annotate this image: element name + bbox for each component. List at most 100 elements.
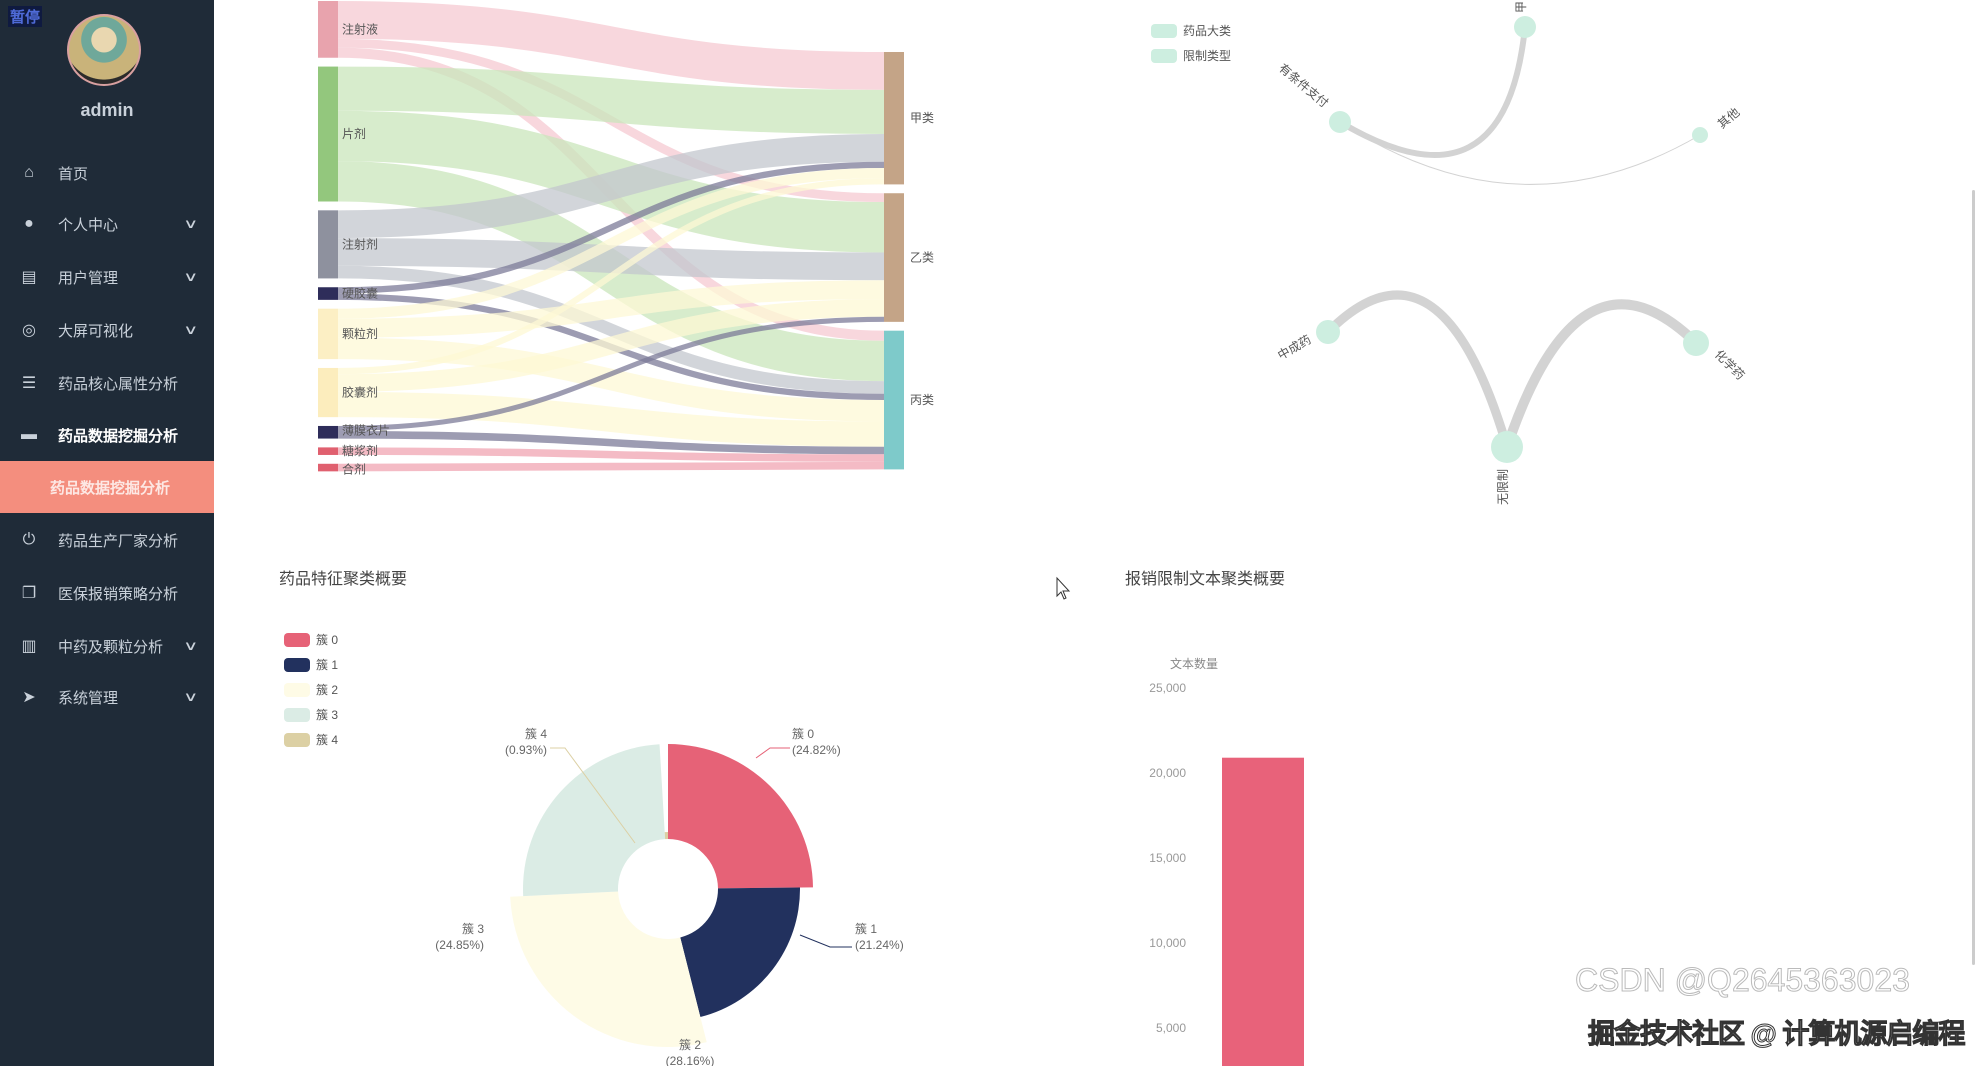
graph-node xyxy=(1316,320,1340,344)
pie-slice xyxy=(664,832,668,840)
sankey-link xyxy=(337,337,885,422)
chevron-down-icon[interactable]: ∨ xyxy=(183,216,199,231)
pie-label-line xyxy=(799,934,852,948)
sankey-link xyxy=(337,178,885,375)
graph-edge xyxy=(1339,121,1701,185)
chevron-down-icon[interactable]: ∨ xyxy=(183,689,199,704)
sankey-link xyxy=(337,133,885,239)
graph-node-label: 无限制 xyxy=(1496,469,1510,505)
sankey-node xyxy=(318,66,338,202)
sidebar-item-label: 药品数据挖掘分析 xyxy=(50,479,171,497)
sankey-node-label: 注射液 xyxy=(342,21,378,36)
sankey-node-label: 硬胶囊 xyxy=(342,286,378,301)
sidebar-item[interactable]: ⏻ 药品生产厂家分析 xyxy=(0,515,214,565)
user-name: admin xyxy=(80,100,134,120)
pie-label: 簇 1 xyxy=(855,921,877,936)
legend-item[interactable]: 限制类型 xyxy=(1151,47,1231,64)
sidebar: 暂停 admin ⌂ 首页 ● 个人中心 ∨ ▤ 用户管理 ∨ ◎ 大屏可视化 ∨ ☰ 药品核心属性分析… xyxy=(0,0,214,1066)
sankey-node xyxy=(318,425,338,439)
legend-item[interactable]: 簇 1 xyxy=(284,656,338,673)
y-tick-label: 10,000 xyxy=(1149,936,1186,950)
legend-item[interactable]: 药品大类 xyxy=(1151,22,1231,39)
graph-edge xyxy=(1324,290,1512,449)
sidebar-item[interactable]: ◎ 大屏可视化 ∨ xyxy=(0,305,214,355)
sidebar-item[interactable]: ▤ 用户管理 ∨ xyxy=(0,252,214,302)
sankey-node-label: 薄膜衣片 xyxy=(342,422,390,437)
sidebar-item[interactable]: ▥ 中药及颗粒分析 ∨ xyxy=(0,621,214,671)
sidebar-item[interactable]: ➤ 系统管理 ∨ xyxy=(0,672,214,722)
sankey-node-label: 胶囊剂 xyxy=(342,385,378,400)
pie-slice xyxy=(680,887,801,1017)
legend-label: 簇 0 xyxy=(316,633,339,647)
pie-label-line xyxy=(550,747,636,844)
sidebar-item[interactable]: ❐ 医保报销策略分析 xyxy=(0,568,214,618)
legend-item[interactable]: 簇 2 xyxy=(284,681,338,698)
sankey-node xyxy=(318,367,338,418)
legend-swatch xyxy=(284,632,310,647)
sidebar-item-label: 用户管理 xyxy=(58,269,119,287)
sidebar-item[interactable]: ● 个人中心 ∨ xyxy=(0,199,214,249)
legend-item[interactable]: 簇 3 xyxy=(284,706,338,723)
pie-label: 簇 3 xyxy=(462,921,484,936)
bar-chart: 文本数量 25,000 20,000 15,000 10,000 5,000 xyxy=(1149,656,1304,1066)
legend-item[interactable]: 簇 0 xyxy=(284,631,338,648)
avatar[interactable] xyxy=(67,14,141,86)
legend-label: 簇 4 xyxy=(316,733,339,747)
sankey-link xyxy=(337,1,885,90)
y-axis-name: 文本数量 xyxy=(1170,656,1218,671)
sankey-node-label: 合剂 xyxy=(342,462,366,477)
sidebar-item[interactable]: ⌂ 首页 xyxy=(0,148,214,198)
sankey-node xyxy=(318,1,338,58)
sankey-node-label: 片剂 xyxy=(342,126,366,141)
scrollbar[interactable] xyxy=(1972,190,1975,965)
bar xyxy=(1222,757,1304,1066)
legend-swatch xyxy=(284,707,310,722)
monitor-icon: ◎ xyxy=(22,322,36,339)
graph-node-label: 中成药 xyxy=(1275,332,1314,363)
graph-edge xyxy=(1502,299,1700,449)
sankey-node xyxy=(318,287,338,300)
graph-node xyxy=(1491,431,1523,463)
sankey-node xyxy=(884,52,904,185)
pie-label-percent: (21.24%) xyxy=(855,938,904,952)
pie-label-percent: (0.93%) xyxy=(505,743,547,757)
pie-label-line xyxy=(755,747,790,759)
y-tick-label: 25,000 xyxy=(1149,681,1186,695)
clipboard-icon: ▤ xyxy=(21,269,37,286)
legend-swatch xyxy=(1151,48,1177,63)
watermark-back: CSDN @Q2645363023 xyxy=(1575,962,1911,999)
sankey-node xyxy=(318,463,338,472)
graph-node xyxy=(1514,16,1536,38)
legend-item[interactable]: 簇 4 xyxy=(284,731,338,748)
graph-edge xyxy=(1338,26,1528,158)
sidebar-item[interactable]: 药品数据挖掘分析 xyxy=(0,461,214,513)
pie-label-percent: (28.16%) xyxy=(666,1054,715,1066)
sidebar-item-label: 中药及颗粒分析 xyxy=(58,638,164,656)
sankey-link xyxy=(337,431,885,455)
watermark: 掘金技术社区 @ 计算机源启编程 xyxy=(1587,1019,1965,1050)
chart-icon: ▥ xyxy=(21,638,37,655)
briefcase-icon: ▬ xyxy=(21,426,37,443)
graph-node-label: 其他 xyxy=(1715,105,1742,131)
sidebar-item-label: 药品核心属性分析 xyxy=(58,375,179,393)
sankey-node-label: 注射剂 xyxy=(342,236,378,251)
sankey-link xyxy=(337,66,885,134)
pie-label-percent: (24.82%) xyxy=(792,743,841,757)
sankey-link xyxy=(337,265,885,394)
sidebar-item[interactable]: ☰ 药品核心属性分析 xyxy=(0,358,214,408)
chevron-down-icon[interactable]: ∨ xyxy=(183,322,199,337)
sidebar-item[interactable]: ▬ 药品数据挖掘分析 xyxy=(0,410,214,460)
y-tick-label: 5,000 xyxy=(1156,1021,1186,1035)
sidebar-item-label: 医保报销策略分析 xyxy=(58,585,179,603)
graph-node-label: 甲 xyxy=(1514,1,1528,13)
chevron-down-icon[interactable]: ∨ xyxy=(183,638,199,653)
chevron-down-icon[interactable]: ∨ xyxy=(183,269,199,284)
user-icon: ● xyxy=(24,215,34,232)
pie-label: 簇 4 xyxy=(525,726,547,741)
bar-chart-title: 报销限制文本聚类概要 xyxy=(1125,571,1286,588)
graph-node xyxy=(1683,330,1709,356)
graph-node-label: 化学药 xyxy=(1712,347,1748,383)
sidebar-item-label: 药品数据挖掘分析 xyxy=(58,427,179,445)
y-tick-label: 20,000 xyxy=(1149,766,1186,780)
